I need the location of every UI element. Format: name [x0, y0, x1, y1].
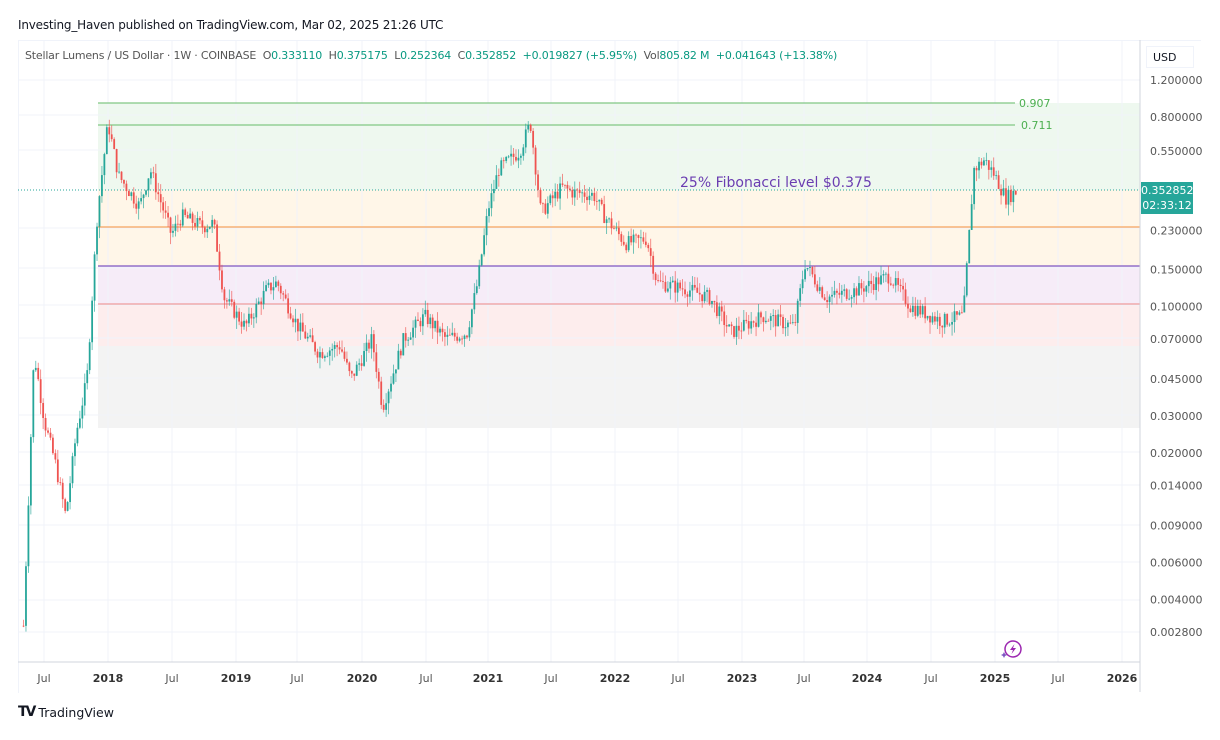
bar-countdown: 02:33:12: [1142, 199, 1192, 212]
time-tick: Jul: [796, 672, 810, 685]
price-tick: 0.045000: [1150, 373, 1203, 386]
price-tick: 0.020000: [1150, 447, 1203, 460]
fib-label-0907: 0.907: [1019, 97, 1051, 110]
ohlc-legend: Stellar Lumens / US Dollar · 1W · COINBA…: [25, 49, 838, 62]
tradingview-brand: TradingView: [38, 704, 114, 720]
time-tick: Jul: [923, 672, 937, 685]
price-tick: 0.070000: [1150, 333, 1203, 346]
tradingview-logo-icon: TV: [18, 704, 36, 720]
time-tick: Jul: [289, 672, 303, 685]
time-tick: Jul: [164, 672, 178, 685]
volume-value: 805.82 M: [659, 49, 710, 62]
symbol-title[interactable]: Stellar Lumens / US Dollar · 1W · COINBA…: [25, 49, 257, 62]
time-tick: 2024: [852, 672, 883, 685]
time-tick: Jul: [1050, 672, 1064, 685]
price-tick: 0.002800: [1150, 626, 1203, 639]
price-tick: 0.550000: [1150, 145, 1203, 158]
open-value: 0.333110: [271, 49, 323, 62]
time-tick: 2019: [221, 672, 252, 685]
price-tick: 0.009000: [1150, 520, 1203, 533]
time-tick: 2018: [93, 672, 124, 685]
time-tick: 2020: [347, 672, 378, 685]
publisher-line: Investing_Haven published on TradingView…: [18, 18, 444, 32]
fib-annotation[interactable]: 25% Fibonacci level $0.375: [680, 175, 872, 191]
price-tick: 0.006000: [1150, 557, 1203, 570]
candlestick-series[interactable]: [22, 119, 1017, 632]
time-tick: 2023: [727, 672, 758, 685]
price-tick: 0.014000: [1150, 479, 1203, 492]
tradingview-logo[interactable]: TV TradingView: [18, 704, 114, 720]
change-value: +0.019827 (+5.95%): [522, 49, 638, 62]
time-tick: 2026: [1107, 672, 1138, 685]
fib-label-0711: 0.711: [1021, 119, 1053, 132]
time-axis[interactable]: Jul 2018 Jul 2019 Jul 2020 Jul 2021 Jul 2022 Jul 20…: [36, 672, 1137, 685]
volume-change: +0.041643 (+13.38%): [715, 49, 838, 62]
time-tick: Jul: [418, 672, 432, 685]
high-value: 0.375175: [336, 49, 388, 62]
time-tick: Jul: [543, 672, 557, 685]
price-axis[interactable]: 1.200000 0.800000 0.550000 0.230000 0.150000…: [1150, 74, 1203, 639]
grid: [18, 40, 1140, 662]
price-tick: 0.800000: [1150, 111, 1203, 124]
time-tick: 2025: [980, 672, 1011, 685]
current-price: 0.352852: [1141, 184, 1194, 197]
lightning-icon[interactable]: [1001, 640, 1022, 658]
time-tick: Jul: [36, 672, 50, 685]
price-tick: 0.230000: [1150, 224, 1203, 237]
close-value: 0.352852: [465, 49, 517, 62]
time-tick: 2022: [600, 672, 631, 685]
price-tick: 0.100000: [1150, 300, 1203, 313]
price-tick: 0.030000: [1150, 410, 1203, 423]
chart-frame: [18, 40, 1201, 693]
price-tick: 1.200000: [1150, 74, 1203, 87]
time-tick: 2021: [473, 672, 504, 685]
time-tick: Jul: [670, 672, 684, 685]
currency-label[interactable]: USD: [1146, 46, 1194, 68]
fib-zones: [98, 103, 1140, 428]
price-tick: 0.004000: [1150, 594, 1203, 607]
price-tick: 0.150000: [1150, 263, 1203, 276]
low-value: 0.252364: [400, 49, 452, 62]
current-price-tag: 0.352852 02:33:12: [1141, 182, 1194, 214]
